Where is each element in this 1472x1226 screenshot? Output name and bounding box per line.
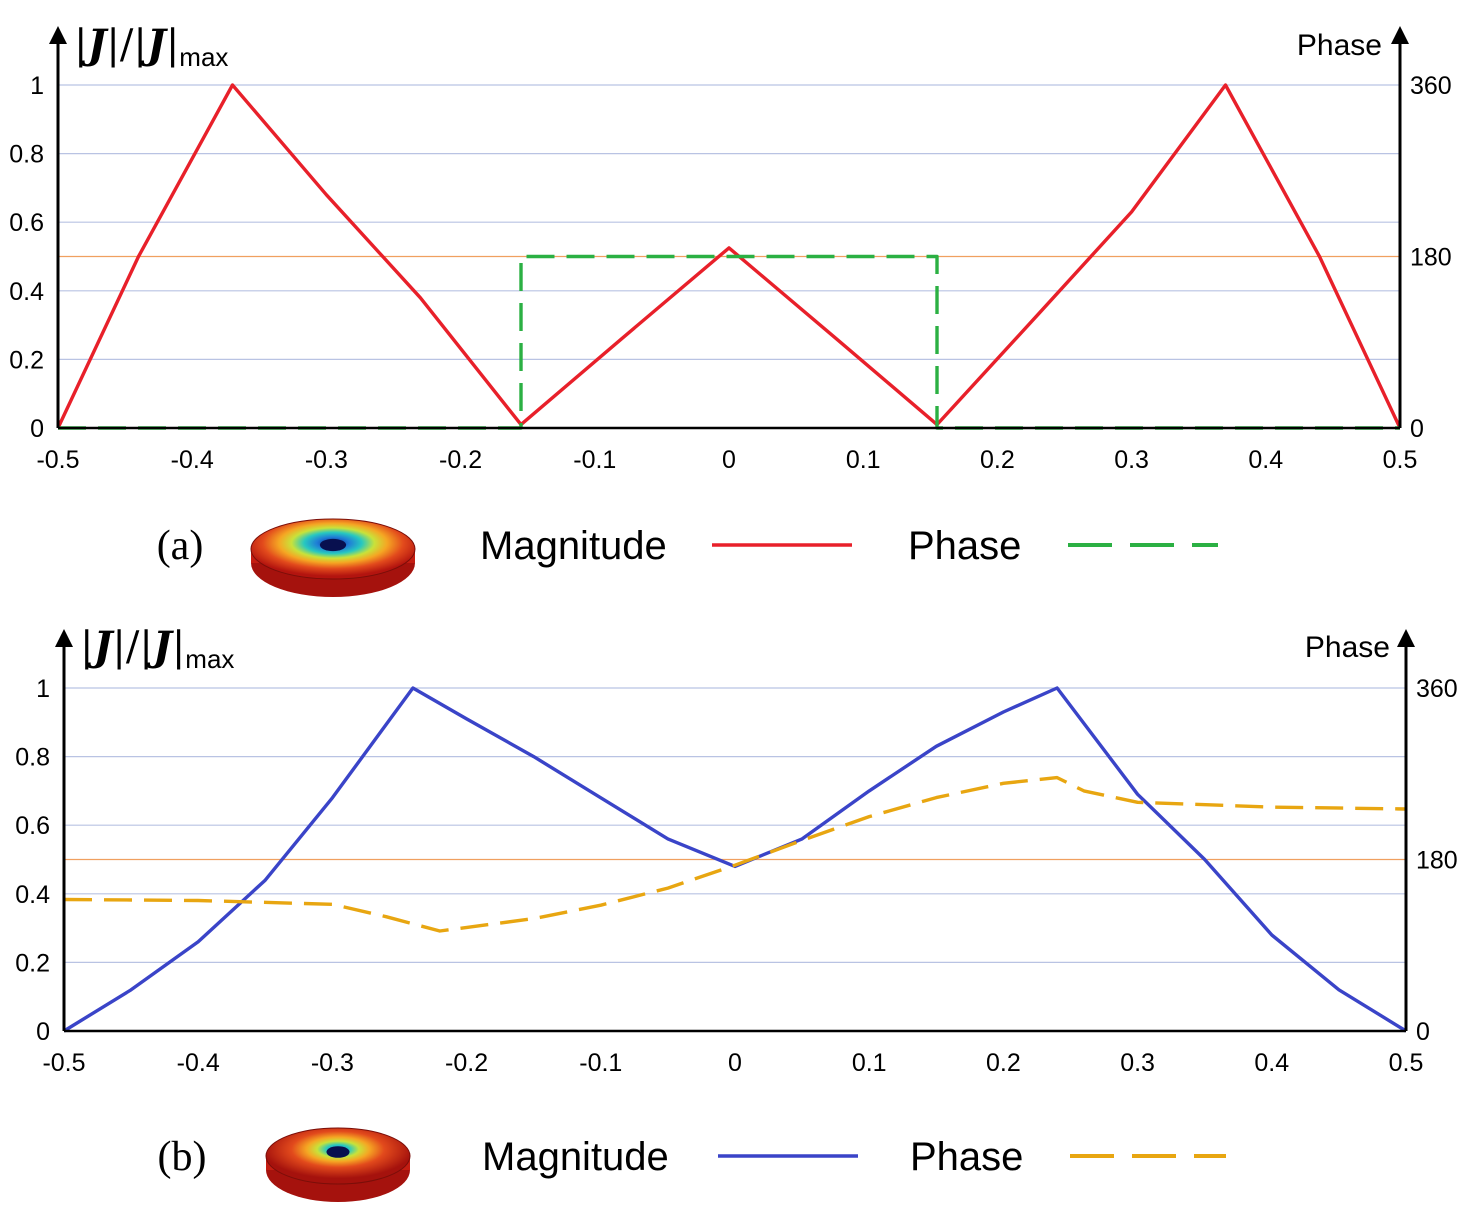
x-tick-labels: -0.5 -0.4 -0.3 -0.2 -0.1 0 0.1 0.2 0.3 0.4 0.5 xyxy=(42,1049,1423,1077)
y-tick-label: 0 xyxy=(36,1018,50,1046)
y-tick-labels: 0 0.2 0.4 0.6 0.8 1 xyxy=(15,675,50,1046)
legend-magnitude-label: Magnitude xyxy=(482,1135,669,1179)
torus-icon xyxy=(265,1127,411,1202)
y-axis-label: |J|/|J|max xyxy=(80,623,234,674)
phase-line xyxy=(58,254,1400,430)
x-tick-label: -0.1 xyxy=(579,1049,622,1077)
legend-phase-label: Phase xyxy=(910,1135,1023,1179)
y-tick-label: 0.4 xyxy=(9,278,44,306)
x-tick-label: 0.1 xyxy=(852,1049,887,1077)
y-tick-label: 1 xyxy=(36,675,50,703)
x-tick-label: -0.4 xyxy=(177,1049,220,1077)
y2-tick-label: 0 xyxy=(1416,1018,1430,1046)
x-tick-label: -0.3 xyxy=(305,446,348,474)
y-tick-label: 0.6 xyxy=(15,812,50,840)
y-tick-label: 0.2 xyxy=(9,346,44,374)
series-group xyxy=(63,686,1407,1033)
x-tick-label: -0.2 xyxy=(445,1049,488,1077)
x-tick-label: 0 xyxy=(728,1049,742,1077)
x-tick-label: -0.3 xyxy=(311,1049,354,1077)
legend: (b) Magnitude Phase xyxy=(158,1127,1226,1202)
y2-tick-label: 360 xyxy=(1410,72,1452,100)
y2-tick-label: 180 xyxy=(1416,847,1458,875)
y-tick-label: 0.8 xyxy=(15,744,50,772)
phase-line xyxy=(63,775,1407,933)
x-tick-labels: -0.5 -0.4 -0.3 -0.2 -0.1 0 0.1 0.2 0.3 0.4 0.5 xyxy=(36,446,1417,474)
x-tick-label: 0.5 xyxy=(1389,1049,1424,1077)
x-tick-label: -0.1 xyxy=(573,446,616,474)
magnitude-line xyxy=(56,83,1402,429)
x-tick-label: 0.1 xyxy=(846,446,881,474)
panel-b: -0.5 -0.4 -0.3 -0.2 -0.1 0 0.1 0.2 0.3 0.4 0.5 0 0.… xyxy=(15,623,1458,1202)
y-axis-label: |J|/|J|max xyxy=(74,21,228,72)
y2-axis-label: Phase xyxy=(1297,29,1382,62)
y-axis-label-text: |J|/|J|max xyxy=(80,623,234,674)
panel-label: (a) xyxy=(157,523,204,569)
torus-icon xyxy=(250,518,416,597)
axes xyxy=(49,26,1409,430)
y-axis-label-text: |J|/|J|max xyxy=(74,21,228,72)
x-tick-label: -0.4 xyxy=(171,446,214,474)
y-tick-label: 1 xyxy=(30,72,44,100)
panel-a: -0.5 -0.4 -0.3 -0.2 -0.1 0 0.1 0.2 0.3 0.4 0.5 0 0.… xyxy=(9,21,1452,597)
x-tick-label: 0 xyxy=(722,446,736,474)
x-tick-label: 0.4 xyxy=(1254,1049,1289,1077)
x-tick-label: 0.2 xyxy=(986,1049,1021,1077)
y-tick-label: 0.2 xyxy=(15,949,50,977)
grid xyxy=(64,687,1406,964)
x-tick-label: -0.5 xyxy=(42,1049,85,1077)
legend-phase-label: Phase xyxy=(908,524,1021,568)
x-tick-label: 0.4 xyxy=(1248,446,1283,474)
y2-tick-label: 360 xyxy=(1416,675,1458,703)
y-tick-label: 0 xyxy=(30,415,44,443)
y2-tick-labels: 0 180 360 xyxy=(1410,72,1452,443)
y-tick-label: 0.4 xyxy=(15,881,50,909)
y-tick-label: 0.6 xyxy=(9,209,44,237)
panel-label: (b) xyxy=(158,1134,207,1180)
y2-axis-label: Phase xyxy=(1305,631,1390,664)
legend: (a) Magnitude Phase xyxy=(157,518,1218,597)
x-tick-label: -0.2 xyxy=(439,446,482,474)
y2-tick-label: 180 xyxy=(1410,244,1452,272)
y2-tick-labels: 0 180 360 xyxy=(1416,675,1458,1046)
y2-tick-label: 0 xyxy=(1410,415,1424,443)
x-tick-label: 0.3 xyxy=(1114,446,1149,474)
x-tick-label: 0.3 xyxy=(1120,1049,1155,1077)
x-tick-label: 0.5 xyxy=(1383,446,1418,474)
y-tick-labels: 0 0.2 0.4 0.6 0.8 1 xyxy=(9,72,44,443)
x-tick-label: 0.2 xyxy=(980,446,1015,474)
y-tick-label: 0.8 xyxy=(9,141,44,169)
legend-magnitude-label: Magnitude xyxy=(480,524,667,568)
grid xyxy=(58,84,1400,360)
x-tick-label: -0.5 xyxy=(36,446,79,474)
axes xyxy=(55,629,1415,1033)
